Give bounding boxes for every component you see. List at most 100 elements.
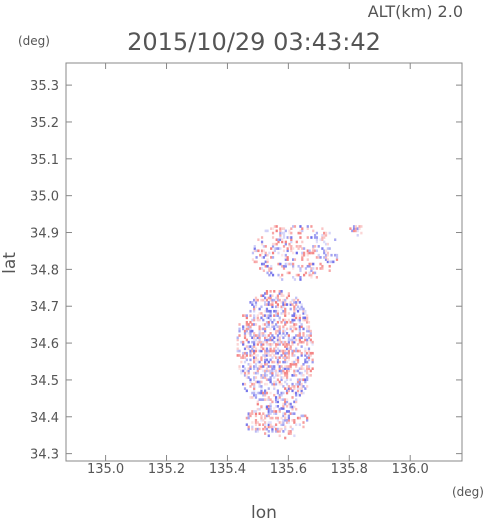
radar-cell bbox=[251, 318, 254, 322]
radar-cell bbox=[291, 374, 294, 377]
radar-cell bbox=[306, 227, 309, 230]
radar-cell bbox=[274, 374, 278, 377]
radar-cell bbox=[240, 360, 243, 364]
radar-cell bbox=[284, 380, 287, 384]
radar-cell bbox=[254, 338, 258, 342]
radar-cell bbox=[360, 225, 363, 228]
radar-cell bbox=[301, 253, 304, 257]
radar-cell bbox=[282, 398, 285, 401]
radar-cell bbox=[260, 389, 263, 393]
radar-cell bbox=[243, 387, 247, 390]
radar-cell bbox=[295, 365, 298, 368]
radar-cell bbox=[249, 327, 252, 331]
radar-cell bbox=[306, 264, 309, 268]
radar-cell bbox=[278, 292, 281, 295]
radar-cell bbox=[273, 387, 276, 390]
radar-cell bbox=[295, 327, 298, 331]
radar-cell bbox=[249, 329, 252, 333]
radar-cell bbox=[260, 327, 263, 331]
chart-timestamp: 2015/10/29 03:43:42 bbox=[127, 28, 381, 56]
radar-cell bbox=[264, 391, 267, 395]
radar-cell bbox=[296, 356, 300, 359]
radar-cell bbox=[278, 410, 281, 413]
radar-cell bbox=[278, 430, 281, 433]
radar-cell bbox=[247, 367, 250, 371]
radar-cell bbox=[255, 249, 258, 253]
radar-cell bbox=[240, 340, 243, 344]
radar-cell bbox=[301, 229, 304, 233]
radar-cell bbox=[253, 314, 256, 317]
radar-cell bbox=[324, 233, 328, 237]
radar-cell bbox=[273, 336, 276, 340]
radar-cell bbox=[256, 427, 259, 431]
radar-cell bbox=[264, 334, 267, 337]
radar-cell bbox=[289, 412, 292, 415]
radar-cell bbox=[253, 316, 256, 320]
radar-cell bbox=[352, 225, 356, 228]
y-tick-label: 35.2 bbox=[30, 116, 59, 131]
radar-cell bbox=[282, 332, 285, 335]
radar-cell bbox=[236, 338, 239, 342]
radar-cell bbox=[280, 320, 283, 324]
radar-cell bbox=[289, 362, 292, 366]
radar-cell bbox=[293, 412, 296, 415]
radar-cell bbox=[243, 347, 247, 351]
radar-cell bbox=[290, 231, 293, 235]
radar-cell bbox=[274, 423, 278, 427]
radar-cell bbox=[278, 298, 281, 302]
radar-cell bbox=[264, 421, 267, 424]
radar-cell bbox=[302, 367, 305, 371]
radar-cell bbox=[249, 396, 252, 399]
radar-cell bbox=[274, 332, 278, 335]
radar-cell bbox=[264, 253, 267, 257]
radar-cell bbox=[280, 312, 283, 315]
radar-cell bbox=[267, 320, 270, 324]
radar-cell bbox=[254, 358, 258, 362]
radar-cell bbox=[282, 301, 285, 304]
radar-cell bbox=[296, 380, 300, 384]
radar-cell bbox=[243, 374, 247, 377]
radar-cell bbox=[243, 332, 247, 335]
radar-cell bbox=[253, 260, 256, 264]
radar-cell bbox=[291, 351, 294, 355]
radar-cell bbox=[304, 316, 307, 320]
radar-cell bbox=[271, 236, 275, 239]
radar-cell bbox=[253, 360, 256, 364]
radar-cell bbox=[276, 329, 280, 333]
radar-cell bbox=[267, 430, 270, 433]
radar-cell bbox=[267, 396, 270, 399]
radar-cell bbox=[254, 427, 258, 431]
radar-cell bbox=[315, 276, 319, 279]
radar-cell bbox=[269, 314, 272, 317]
radar-cell bbox=[287, 402, 290, 406]
radar-cell bbox=[311, 343, 314, 346]
radar-cell bbox=[269, 345, 272, 348]
radar-cell bbox=[282, 376, 285, 379]
radar-cell bbox=[256, 340, 259, 344]
radar-cell bbox=[298, 332, 301, 335]
radar-cell bbox=[299, 225, 302, 228]
radar-cell bbox=[264, 351, 267, 355]
radar-cell bbox=[291, 360, 294, 364]
radar-cell bbox=[273, 314, 276, 317]
radar-cell bbox=[256, 367, 259, 371]
radar-cell bbox=[268, 267, 271, 270]
radar-cell bbox=[253, 343, 256, 346]
radar-cell bbox=[284, 412, 287, 415]
radar-cell bbox=[282, 245, 286, 248]
radar-cell bbox=[270, 271, 273, 275]
radar-cell bbox=[284, 334, 287, 337]
x-tick-label: 135.0 bbox=[87, 462, 124, 477]
radar-cell bbox=[287, 416, 290, 420]
radar-cell bbox=[295, 369, 298, 373]
radar-cell bbox=[319, 238, 322, 242]
radar-cell bbox=[253, 345, 256, 348]
radar-cell bbox=[282, 231, 286, 235]
radar-cell bbox=[302, 385, 305, 388]
radar-cell bbox=[273, 410, 276, 413]
radar-cell bbox=[269, 349, 272, 353]
radar-cell bbox=[254, 301, 258, 304]
radar-cell bbox=[290, 240, 293, 244]
radar-cell bbox=[262, 354, 265, 357]
radar-cell bbox=[326, 260, 329, 264]
